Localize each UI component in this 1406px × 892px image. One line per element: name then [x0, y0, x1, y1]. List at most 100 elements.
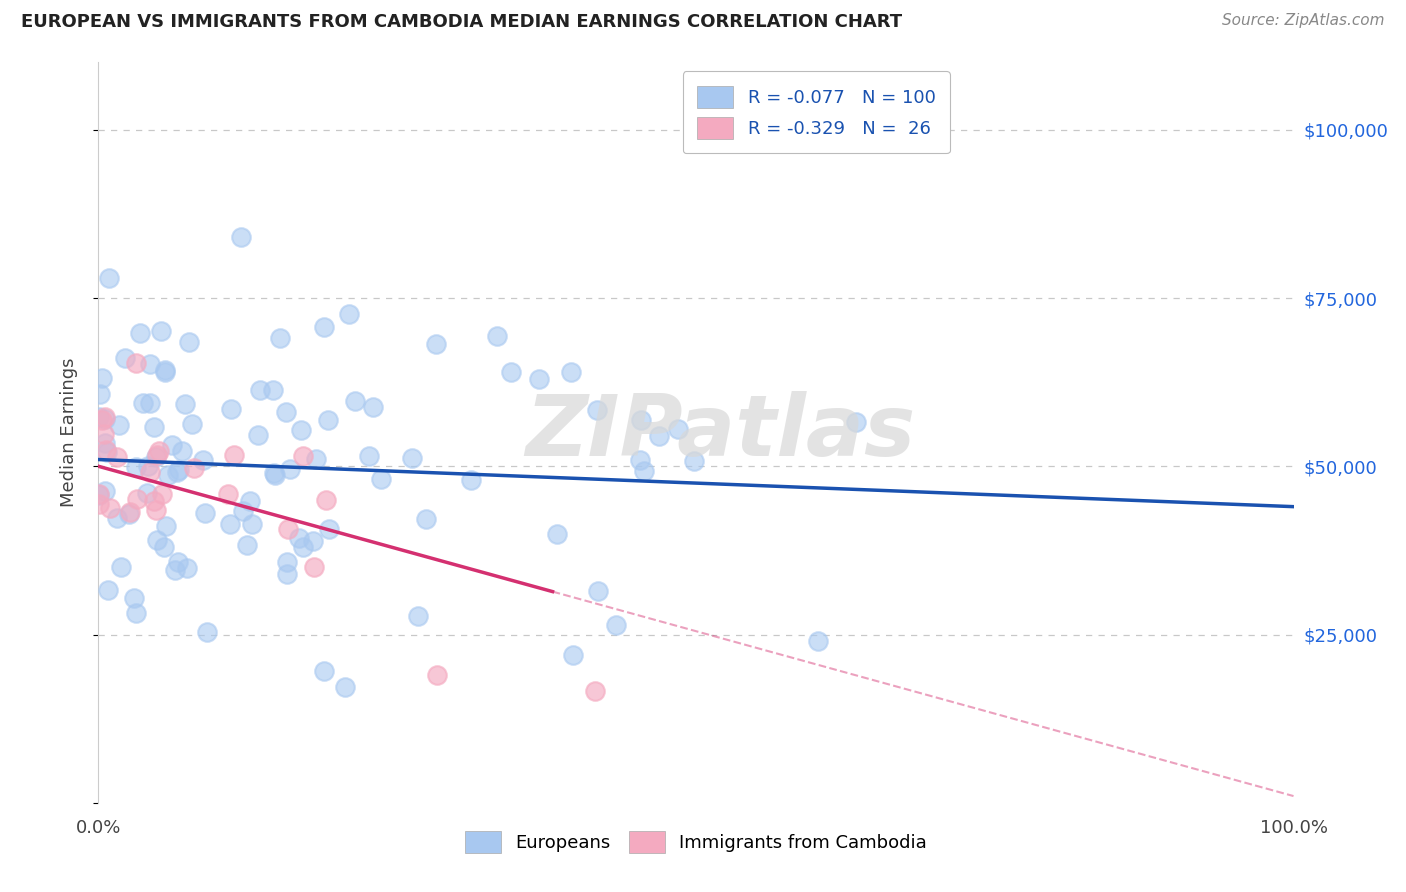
- Point: [291, 540, 314, 554]
- Point: [845, 415, 868, 429]
- Point: [263, 466, 285, 480]
- Point: [93, 411, 115, 425]
- Point: [586, 403, 609, 417]
- Point: [166, 556, 188, 570]
- Point: [361, 400, 384, 414]
- Point: [666, 422, 689, 436]
- Point: [335, 680, 357, 694]
- Point: [302, 560, 325, 574]
- Point: [148, 444, 170, 458]
- Point: [315, 492, 337, 507]
- Point: [132, 396, 155, 410]
- Point: [124, 591, 146, 605]
- Point: [156, 468, 179, 483]
- Point: [238, 494, 260, 508]
- Point: [98, 271, 121, 285]
- Point: [370, 472, 392, 486]
- Point: [628, 452, 651, 467]
- Point: [107, 417, 129, 432]
- Point: [166, 465, 188, 479]
- Text: EUROPEAN VS IMMIGRANTS FROM CAMBODIA MEDIAN EARNINGS CORRELATION CHART: EUROPEAN VS IMMIGRANTS FROM CAMBODIA MED…: [21, 13, 903, 31]
- Point: [247, 427, 270, 442]
- Point: [314, 320, 336, 334]
- Point: [118, 507, 141, 521]
- Point: [145, 503, 167, 517]
- Point: [167, 463, 190, 477]
- Point: [143, 493, 166, 508]
- Point: [562, 648, 585, 663]
- Point: [105, 511, 128, 525]
- Text: Source: ZipAtlas.com: Source: ZipAtlas.com: [1222, 13, 1385, 29]
- Point: [236, 538, 259, 552]
- Point: [97, 583, 120, 598]
- Point: [630, 413, 652, 427]
- Point: [546, 526, 568, 541]
- Point: [217, 486, 239, 500]
- Point: [425, 337, 447, 351]
- Point: [153, 365, 176, 379]
- Point: [105, 450, 128, 465]
- Point: [174, 397, 197, 411]
- Point: [197, 624, 219, 639]
- Point: [125, 606, 148, 620]
- Point: [527, 372, 550, 386]
- Point: [401, 450, 423, 465]
- Point: [221, 401, 243, 416]
- Text: ZIPatlas: ZIPatlas: [524, 391, 915, 475]
- Point: [314, 664, 336, 678]
- Point: [194, 506, 217, 520]
- Point: [305, 452, 328, 467]
- Point: [274, 405, 297, 419]
- Point: [288, 532, 311, 546]
- Point: [98, 500, 121, 515]
- Point: [89, 387, 111, 401]
- Point: [232, 504, 254, 518]
- Point: [316, 413, 339, 427]
- Point: [89, 410, 111, 425]
- Point: [124, 356, 146, 370]
- Point: [344, 393, 367, 408]
- Point: [176, 560, 198, 574]
- Point: [91, 371, 114, 385]
- Point: [583, 684, 606, 698]
- Point: [153, 541, 176, 555]
- Point: [114, 351, 136, 365]
- Point: [276, 555, 298, 569]
- Point: [586, 583, 609, 598]
- Point: [183, 460, 205, 475]
- Point: [633, 464, 655, 478]
- Point: [460, 474, 482, 488]
- Point: [219, 517, 242, 532]
- Point: [485, 329, 508, 343]
- Point: [139, 396, 162, 410]
- Legend: Europeans, Immigrants from Cambodia: Europeans, Immigrants from Cambodia: [458, 824, 934, 861]
- Point: [277, 522, 299, 536]
- Point: [426, 668, 449, 682]
- Point: [318, 522, 340, 536]
- Point: [292, 449, 315, 463]
- Point: [499, 365, 522, 379]
- Point: [136, 458, 159, 473]
- Point: [87, 497, 110, 511]
- Point: [240, 516, 263, 531]
- Point: [807, 634, 830, 648]
- Point: [172, 443, 194, 458]
- Point: [605, 618, 627, 632]
- Point: [278, 462, 301, 476]
- Point: [139, 357, 162, 371]
- Point: [110, 560, 132, 574]
- Point: [224, 448, 246, 462]
- Point: [125, 460, 148, 475]
- Point: [290, 423, 312, 437]
- Point: [87, 487, 110, 501]
- Point: [91, 413, 114, 427]
- Point: [357, 449, 380, 463]
- Point: [160, 438, 183, 452]
- Point: [302, 533, 325, 548]
- Point: [96, 442, 118, 457]
- Point: [127, 491, 149, 506]
- Point: [647, 428, 669, 442]
- Point: [560, 366, 582, 380]
- Point: [155, 363, 177, 377]
- Point: [146, 533, 169, 547]
